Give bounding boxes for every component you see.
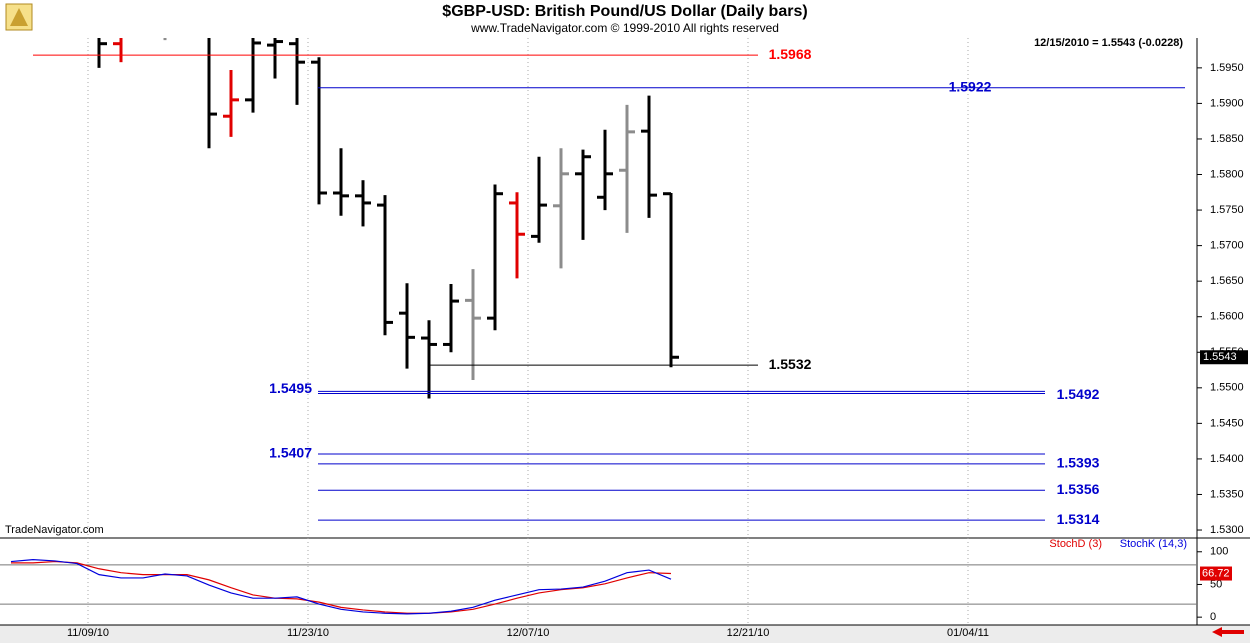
x-tick-label: 11/23/10 xyxy=(287,627,329,639)
y-tick-label: 50 xyxy=(1210,578,1222,590)
x-tick-label: 12/21/10 xyxy=(727,627,770,639)
x-tick-label: 01/04/11 xyxy=(947,627,989,639)
y-tick-label: 100 xyxy=(1210,546,1228,558)
y-tick-label: 1.5350 xyxy=(1210,488,1244,500)
watermark: TradeNavigator.com xyxy=(5,524,104,536)
y-tick-label: 1.5450 xyxy=(1210,417,1244,429)
indicator-value-label: 66.72 xyxy=(1202,567,1230,579)
y-tick-label: 1.5500 xyxy=(1210,382,1244,394)
y-tick-label: 1.5800 xyxy=(1210,168,1244,180)
level-label: 1.5922 xyxy=(949,78,992,94)
indicator-line xyxy=(10,559,672,615)
level-label: 1.5492 xyxy=(1057,386,1100,402)
last-price-label: 1.5543 xyxy=(1203,351,1237,363)
y-tick-label: 1.5900 xyxy=(1210,97,1244,109)
scroll-arrow[interactable] xyxy=(1212,627,1244,637)
level-label: 1.5407 xyxy=(269,445,312,461)
level-label: 1.5393 xyxy=(1057,455,1100,471)
y-tick-label: 1.5300 xyxy=(1210,524,1244,536)
chart-subtitle: www.TradeNavigator.com © 1999-2010 All r… xyxy=(470,21,779,35)
x-tick-label: 12/07/10 xyxy=(507,627,550,639)
level-label: 1.5532 xyxy=(769,356,812,372)
y-tick-label: 1.5650 xyxy=(1210,275,1244,287)
x-axis-strip xyxy=(0,625,1250,643)
legend-entry: StochD (3) xyxy=(1049,538,1102,550)
y-tick-label: 1.5850 xyxy=(1210,133,1244,145)
logo xyxy=(5,3,33,31)
indicator-plot xyxy=(10,559,672,615)
y-tick-label: 1.5700 xyxy=(1210,240,1244,252)
price-info: 12/15/2010 = 1.5543 (-0.0228) xyxy=(1034,37,1183,49)
indicator-line xyxy=(11,560,672,614)
last-price-box xyxy=(1200,350,1248,365)
indicator-value-box xyxy=(1200,566,1232,581)
level-label: 1.5968 xyxy=(769,46,812,62)
chart-title: $GBP-USD: British Pound/US Dollar (Daily… xyxy=(442,3,807,20)
legend-entry: StochK (14,3) xyxy=(1120,538,1187,550)
level-label: 1.5495 xyxy=(269,380,312,396)
price-plot xyxy=(97,38,679,399)
y-tick-label: 1.5950 xyxy=(1210,62,1244,74)
y-tick-label: 1.5750 xyxy=(1210,204,1244,216)
level-label: 1.5356 xyxy=(1057,481,1100,497)
y-tick-label: 1.5600 xyxy=(1210,311,1244,323)
y-tick-label: 0 xyxy=(1210,611,1216,623)
level-label: 1.5314 xyxy=(1057,511,1100,527)
x-tick-label: 11/09/10 xyxy=(67,627,109,639)
y-tick-label: 1.5400 xyxy=(1210,453,1244,465)
